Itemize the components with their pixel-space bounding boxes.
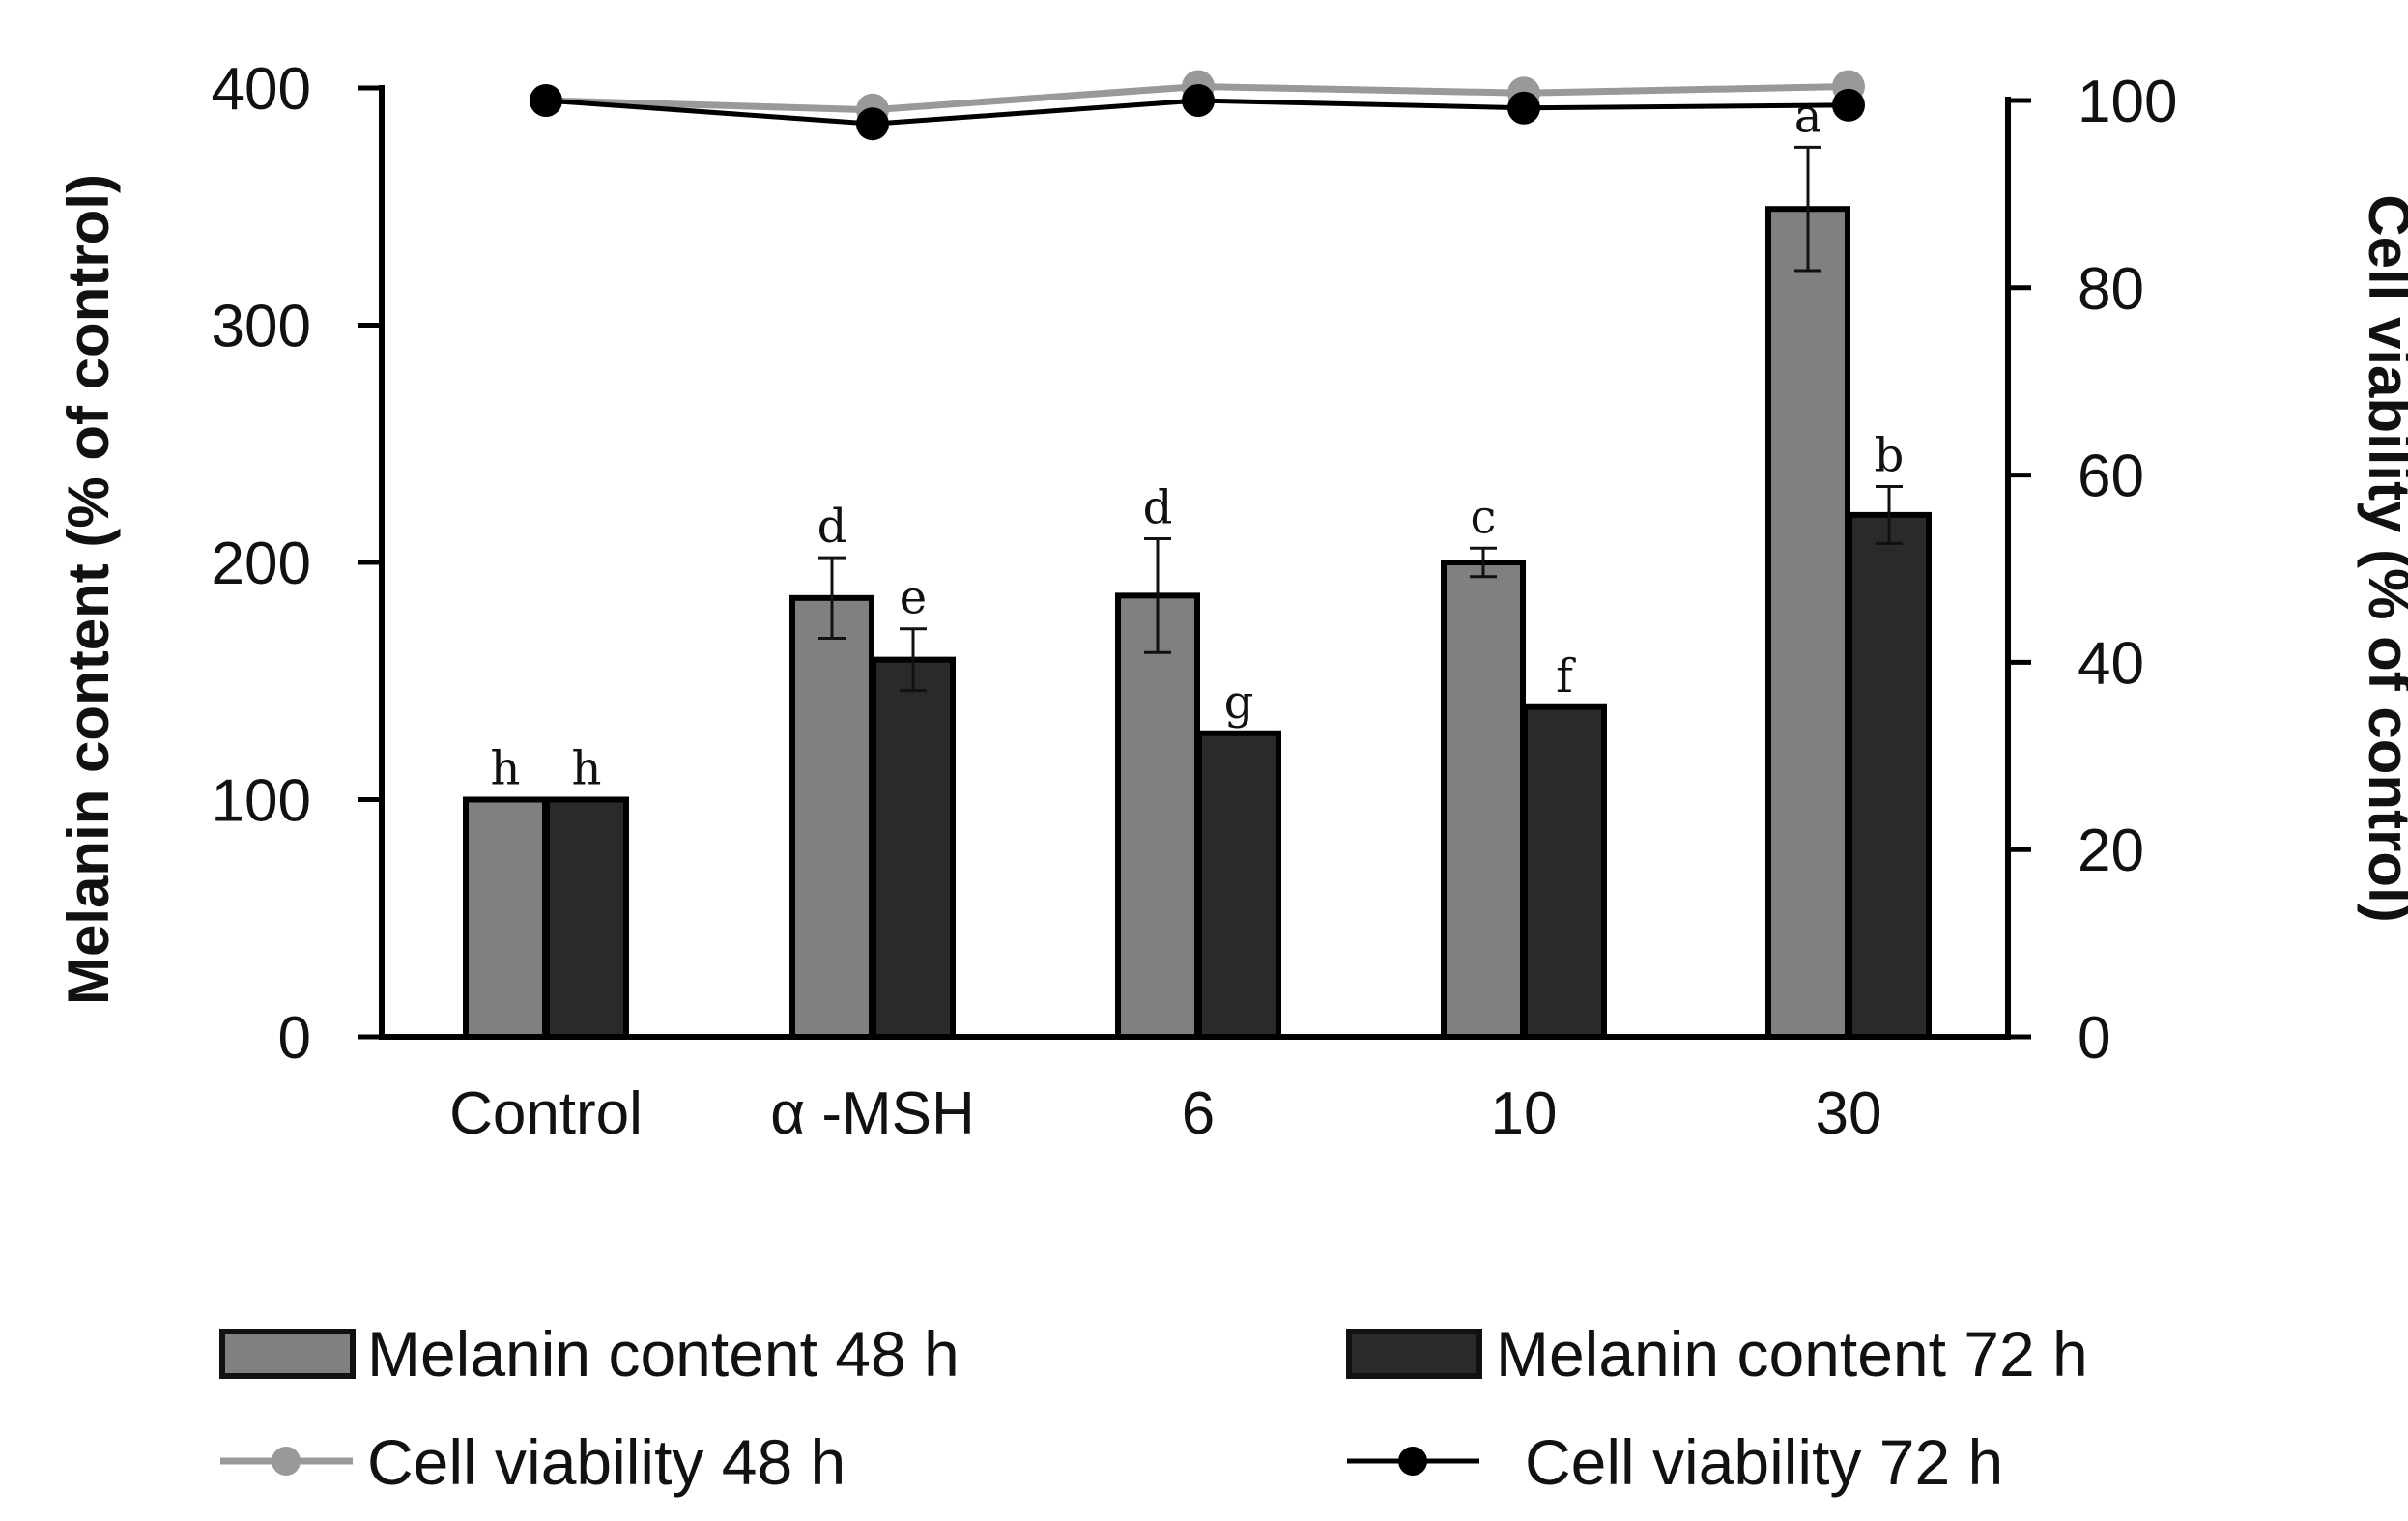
x-tick-label-1: α -MSH xyxy=(770,1080,975,1147)
x-tick-label-3: 10 xyxy=(1491,1080,1558,1147)
bar-72h-0 xyxy=(544,796,629,1040)
significance-label-72h-3: f xyxy=(1556,649,1576,703)
x-tick-label-0: Control xyxy=(449,1080,643,1147)
x-tick-label-4: 30 xyxy=(1816,1080,1882,1147)
point-viability-72h-0 xyxy=(530,84,562,117)
plot-area: h d d c a h e g f b 0 100 200 300 400 0 20 40 60 80 100 Contr… xyxy=(212,56,2178,1147)
bar-48h-2 xyxy=(1115,592,1200,1040)
legend-label-melanin-48h: Melanin content 48 h xyxy=(367,1318,960,1390)
bar-48h-1 xyxy=(789,594,874,1040)
legend-swatch-melanin-48h xyxy=(219,1329,356,1379)
y-left-tick-label-2: 200 xyxy=(212,531,311,597)
y-right-tick-label-3: 60 xyxy=(2078,444,2144,510)
legend-marker-viability-48h xyxy=(272,1447,301,1476)
bar-72h-1 xyxy=(871,656,956,1041)
significance-label-48h-3: c xyxy=(1471,490,1497,544)
x-tick-label-2: 6 xyxy=(1182,1080,1215,1147)
point-viability-72h-1 xyxy=(856,107,889,141)
bar-72h-4 xyxy=(1847,511,1932,1040)
bar-72h-3 xyxy=(1522,703,1607,1040)
legend-marker-viability-72h xyxy=(1398,1447,1427,1476)
significance-label-48h-1: d xyxy=(817,500,847,554)
y-left-axis-title: Melanin content (% of control) xyxy=(56,174,121,1005)
point-viability-72h-4 xyxy=(1832,88,1865,122)
bar-48h-0 xyxy=(463,796,548,1040)
significance-label-48h-2: d xyxy=(1143,480,1173,534)
y-right-axis-title: Cell viability (% of control) xyxy=(2357,194,2408,922)
y-left-tick-label-0: 0 xyxy=(278,1005,311,1072)
bar-72h-2 xyxy=(1196,730,1281,1040)
legend-swatch-melanin-72h xyxy=(1346,1329,1482,1379)
y-left-tick-label-4: 400 xyxy=(212,56,311,123)
legend: Melanin content 48 h Melanin content 72 … xyxy=(219,1318,2088,1498)
y-left-tick-label-3: 300 xyxy=(212,294,311,360)
bar-48h-3 xyxy=(1441,560,1526,1040)
y-left-tick-label-1: 100 xyxy=(212,768,311,835)
significance-label-48h-0: h xyxy=(491,742,521,796)
y-right-tick-label-0: 0 xyxy=(2078,1005,2110,1072)
point-viability-72h-3 xyxy=(1507,91,1540,125)
point-viability-72h-2 xyxy=(1182,84,1215,117)
significance-label-72h-4: b xyxy=(1875,428,1905,482)
significance-label-72h-2: g xyxy=(1224,675,1254,730)
legend-label-viability-48h: Cell viability 48 h xyxy=(367,1426,846,1498)
y-right-tick-label-1: 20 xyxy=(2078,818,2144,884)
significance-label-48h-4: a xyxy=(1794,89,1822,143)
legend-label-viability-72h: Cell viability 72 h xyxy=(1525,1426,2003,1498)
y-right-tick-label-4: 80 xyxy=(2078,256,2144,323)
y-right-tick-label-5: 100 xyxy=(2078,69,2177,135)
bar-48h-4 xyxy=(1765,206,1850,1040)
y-right-tick-label-2: 40 xyxy=(2078,630,2144,697)
legend-label-melanin-72h: Melanin content 72 h xyxy=(1496,1318,2088,1390)
significance-label-72h-0: h xyxy=(572,742,602,796)
significance-label-72h-1: e xyxy=(900,571,927,625)
